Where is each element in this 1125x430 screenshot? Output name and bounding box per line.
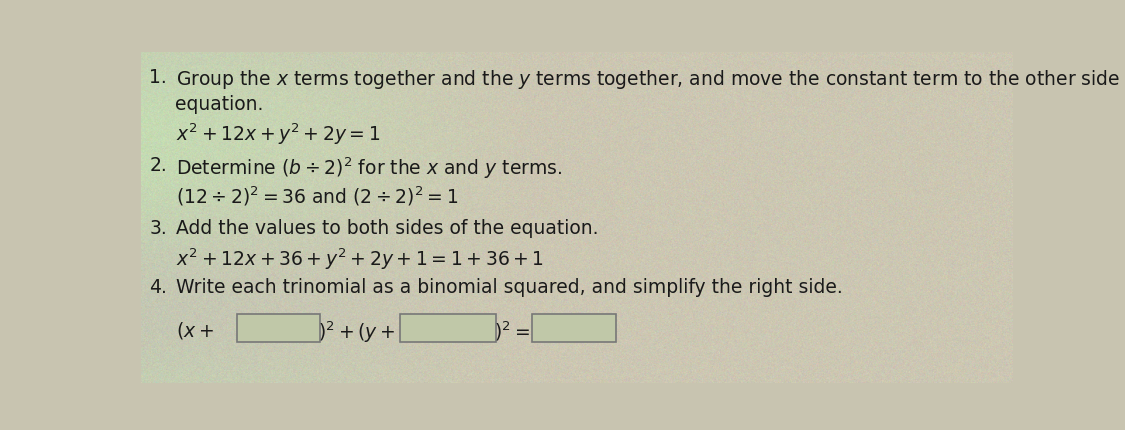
Text: $(x +$: $(x +$ (176, 320, 214, 341)
FancyBboxPatch shape (532, 314, 615, 342)
Text: Add the values to both sides of the equation.: Add the values to both sides of the equa… (176, 219, 598, 238)
Text: $)^2 =$: $)^2 =$ (494, 320, 530, 343)
Text: 3.: 3. (150, 219, 168, 238)
Text: $)^2 + (y +$: $)^2 + (y +$ (317, 320, 395, 345)
Text: 1.: 1. (150, 68, 168, 87)
Text: Write each trinomial as a binomial squared, and simplify the right side.: Write each trinomial as a binomial squar… (176, 278, 843, 298)
FancyBboxPatch shape (236, 314, 321, 342)
Text: 4.: 4. (150, 278, 168, 298)
FancyBboxPatch shape (399, 314, 496, 342)
Text: $(12 \div 2)^2 = 36$ and $(2 \div 2)^2 = 1$: $(12 \div 2)^2 = 36$ and $(2 \div 2)^2 =… (176, 184, 458, 208)
Text: Group the $x$ terms together and the $y$ terms together, and move the constant t: Group the $x$ terms together and the $y$… (176, 68, 1125, 91)
Text: $x^2 + 12x + 36 + y^2 + 2y + 1 = 1 + 36 + 1$: $x^2 + 12x + 36 + y^2 + 2y + 1 = 1 + 36 … (176, 247, 543, 273)
Text: 2.: 2. (150, 156, 168, 175)
Text: Determine $(b \div 2)^2$ for the $x$ and $y$ terms.: Determine $(b \div 2)^2$ for the $x$ and… (176, 156, 561, 181)
Text: $x^2+ 12x + y^2+ 2y = 1$: $x^2+ 12x + y^2+ 2y = 1$ (176, 121, 380, 147)
Text: equation.: equation. (176, 95, 264, 114)
